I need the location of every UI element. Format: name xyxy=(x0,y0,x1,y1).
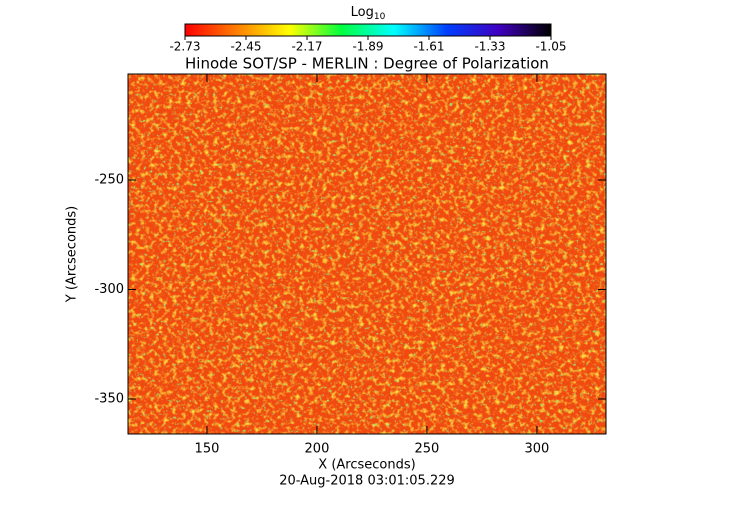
colorbar-label: Log10 xyxy=(351,5,386,22)
x-axis-label: X (Arcseconds) xyxy=(318,458,415,473)
x-tick-label: 200 xyxy=(305,442,330,457)
chart-title: Hinode SOT/SP - MERLIN : Degree of Polar… xyxy=(185,55,549,73)
y-tick-label: -250 xyxy=(94,172,124,187)
x-tick-label: 300 xyxy=(525,442,550,457)
colorbar-tick-label: -2.17 xyxy=(291,40,322,54)
heatmap-texture xyxy=(128,74,606,434)
colorbar-tick-label: -1.89 xyxy=(352,40,383,54)
x-tick-label: 250 xyxy=(415,442,440,457)
colorbar-tick-label: -1.33 xyxy=(474,40,505,54)
colorbar xyxy=(184,23,552,37)
y-tick-label: -300 xyxy=(94,282,124,297)
heatmap xyxy=(128,74,606,434)
y-tick-label: -350 xyxy=(94,391,124,406)
y-axis-label: Y (Arcseconds) xyxy=(65,206,80,303)
colorbar-tick-label: -1.05 xyxy=(535,40,566,54)
x-tick-label: 150 xyxy=(195,442,220,457)
footer: 20-Aug-2018 03:01:05.229 xyxy=(279,474,455,489)
colorbar-tick-label: -2.45 xyxy=(230,40,261,54)
plot-frame xyxy=(127,73,607,435)
colorbar-tick-label: -2.73 xyxy=(169,40,200,54)
colorbar-tick-label: -1.61 xyxy=(413,40,444,54)
